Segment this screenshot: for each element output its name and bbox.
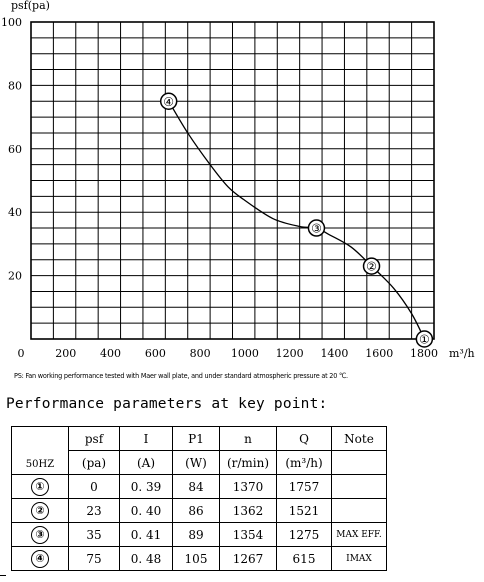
table-row: ① 0 0. 39 84 1370 1757 (11, 474, 387, 499)
y-tick-label: 40 (8, 206, 22, 219)
marker-label: ① (419, 333, 430, 347)
cell-note: IMAX (331, 546, 387, 571)
unit-current: (A) (119, 450, 173, 475)
cell-speed: 1362 (219, 498, 277, 523)
x-tick-label: 1600 (365, 347, 393, 360)
key-point-marker: ③ (307, 219, 326, 237)
unit-note (331, 450, 387, 475)
x-tick-label: 400 (100, 347, 121, 360)
table-heading: Performance parameters at key point: (6, 396, 328, 412)
unit-speed: (r/min) (219, 450, 277, 475)
x-tick-label: 200 (55, 347, 76, 360)
x-tick-label: 1000 (231, 347, 259, 360)
cell-current: 0. 40 (119, 498, 173, 523)
cell-current: 0. 39 (119, 474, 173, 499)
cell-power: 84 (172, 474, 220, 499)
edge-mark (0, 575, 6, 576)
cell-note (331, 474, 387, 499)
point-marker: ① (31, 477, 49, 496)
table-row: ③ 35 0. 41 89 1354 1275 MAX EFF. (11, 522, 387, 547)
table-units-row: (pa) (A) (W) (r/min) (m³/h) (12, 450, 387, 475)
cell-airflow: 1757 (276, 474, 332, 499)
header-power: P1 (172, 426, 220, 451)
cell-power: 105 (172, 546, 220, 571)
point-marker: ④ (31, 549, 49, 568)
cell-psf: 35 (68, 522, 120, 547)
cell-airflow: 1275 (276, 522, 332, 547)
key-point-marker: ② (362, 257, 381, 275)
header-note: Note (331, 426, 387, 451)
table-row: ② 23 0. 40 86 1362 1521 (11, 498, 387, 523)
cell-speed: 1267 (219, 546, 277, 571)
x-axis-unit: m³/h (449, 347, 475, 360)
cell-current: 0. 41 (119, 522, 173, 547)
marker-circle (159, 92, 178, 110)
y-axis-label: psf(pa) (11, 0, 50, 12)
cell-power: 89 (172, 522, 220, 547)
marker-label: ③ (311, 222, 322, 236)
point-marker: ② (31, 501, 49, 520)
cell-psf: 0 (68, 474, 120, 499)
performance-curve (168, 100, 425, 340)
performance-table: 50HZ psf I P1 n Q Note (pa) (A) (W) (r/m… (11, 426, 387, 571)
cell-speed: 1370 (219, 474, 277, 499)
cell-note (331, 498, 387, 523)
header-airflow: Q (276, 426, 332, 451)
marker-circle (307, 219, 326, 237)
chart-grid (30, 21, 435, 340)
table-row: ④ 75 0. 48 105 1267 615 IMAX (11, 546, 387, 571)
cell-current: 0. 48 (119, 546, 173, 571)
header-psf: psf (68, 426, 120, 451)
cell-power: 86 (172, 498, 220, 523)
marker-label: ④ (163, 95, 174, 109)
y-tick-label: 20 (8, 270, 22, 283)
marker-label: ② (366, 260, 377, 274)
x-tick-label: 1800 (410, 347, 438, 360)
marker-circle (415, 330, 434, 348)
y-tick-label: 80 (8, 79, 22, 92)
cell-note: MAX EFF. (331, 522, 387, 547)
header-speed: n (219, 426, 277, 451)
plot-frame (30, 21, 435, 340)
table-header-row: 50HZ psf I P1 n Q Note (11, 426, 387, 475)
cell-airflow: 615 (276, 546, 332, 571)
x-tick-label: 1200 (276, 347, 304, 360)
fan-performance-chart: 0 200 400 600 800 1000 1200 1400 1600 1800 20 40 60 8… (1, 0, 475, 360)
x-tick-label: 0 (18, 347, 25, 360)
marker-circle (362, 257, 381, 275)
key-point-marker: ④ (159, 92, 178, 110)
y-tick-label: 100 (1, 16, 22, 29)
x-tick-label: 600 (145, 347, 166, 360)
unit-power: (W) (172, 450, 220, 475)
test-conditions-note: PS: Fan working performance tested with … (14, 371, 348, 380)
cell-psf: 75 (68, 546, 120, 571)
x-tick-label: 800 (190, 347, 211, 360)
unit-psf: (pa) (68, 450, 120, 475)
cell-speed: 1354 (219, 522, 277, 547)
chart-tick-labels: 0 200 400 600 800 1000 1200 1400 1600 1800 20 40 60 8… (1, 16, 438, 360)
key-point-marker: ① (415, 330, 434, 348)
x-tick-label: 1400 (320, 347, 348, 360)
chart-markers: ① ② ③ ④ (159, 92, 434, 348)
unit-airflow: (m³/h) (276, 450, 332, 475)
point-marker: ③ (31, 525, 49, 544)
cell-psf: 23 (68, 498, 120, 523)
y-tick-label: 60 (8, 143, 22, 156)
frequency-label: 50HZ (11, 426, 69, 475)
header-current: I (119, 426, 173, 451)
cell-airflow: 1521 (276, 498, 332, 523)
